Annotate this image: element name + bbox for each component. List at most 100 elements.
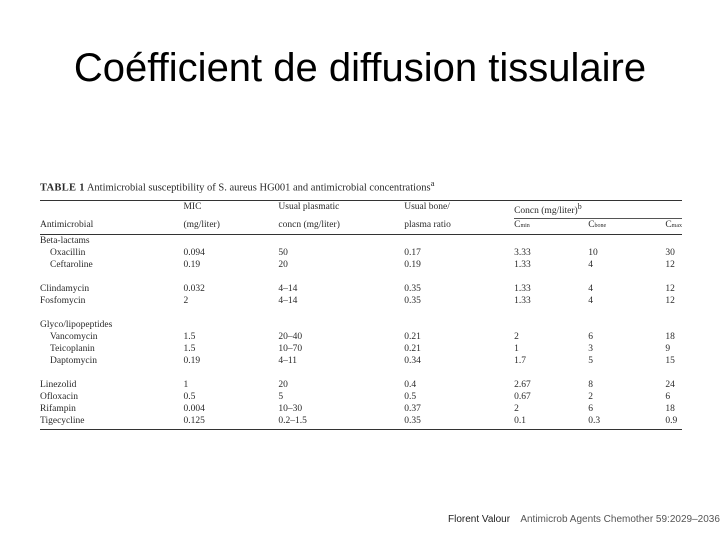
table-cell: 20 — [278, 379, 288, 390]
table-row: Daptomycin 0.19 4–11 0.34 1.7 5 15 — [40, 355, 682, 367]
table-cell: 0.21 — [404, 343, 421, 354]
table-cell: 30 — [665, 247, 675, 258]
header-cell-bone-ratio: Usual bone/ — [404, 201, 450, 212]
table-cell: 6 — [588, 403, 593, 414]
header-cell-cmax: Cmax — [665, 218, 682, 235]
table-cell: 10–70 — [278, 343, 303, 354]
group-label-row: Beta-lactams — [40, 234, 682, 247]
header-conc-group: Concn (mg/liter)b — [514, 201, 682, 219]
drug-name-cell: Fosfomycin — [40, 295, 86, 306]
table-row: Fosfomycin 2 4–14 0.35 1.33 4 12 — [40, 295, 682, 307]
table-cell: 2.67 — [514, 379, 531, 390]
table-cell: 0.1 — [514, 414, 589, 430]
group-spacer — [40, 271, 682, 283]
table-cell: 4 — [588, 259, 593, 270]
table-cell: 4 — [588, 295, 593, 306]
table-cell: 24 — [665, 379, 675, 390]
table-cell: 0.004 — [183, 403, 205, 414]
table-cell: 0.2–1.5 — [278, 414, 405, 430]
table-cell: 10–30 — [278, 403, 303, 414]
table-caption-sup: a — [430, 178, 435, 188]
table-cell: 4–14 — [278, 295, 298, 306]
table-cell: 0.35 — [404, 414, 515, 430]
table-cell: 0.37 — [404, 403, 421, 414]
header-row-2: Antimicrobial (mg/liter) concn (mg/liter… — [40, 218, 682, 235]
table-caption-label: TABLE 1 — [40, 182, 85, 194]
header-cell-mic-unit: (mg/liter) — [183, 218, 279, 235]
drug-name-cell: Daptomycin — [50, 355, 97, 366]
antimicrobial-table-figure: TABLE 1 Antimicrobial susceptibility of … — [40, 176, 682, 430]
table-cell: 0.9 — [665, 414, 682, 430]
table-caption-text: Antimicrobial susceptibility of S. aureu… — [86, 182, 431, 194]
drug-name-cell: Rifampin — [40, 403, 76, 414]
table-body: Beta-lactams Oxacillin 0.094 50 0.17 3.33 10 30… — [40, 234, 682, 430]
drug-name-cell: Vancomycin — [50, 331, 98, 342]
conc-group-label: Concn (mg/liter) — [514, 205, 578, 216]
table-row: Rifampin 0.004 10–30 0.37 2 6 18 — [40, 403, 682, 415]
table-cell: 0.19 — [183, 259, 201, 270]
table-cell: 5 — [588, 355, 593, 366]
table-cell: 1.7 — [514, 355, 526, 366]
header-cell — [40, 201, 183, 219]
table-cell: 3 — [588, 343, 593, 354]
table-caption: TABLE 1 Antimicrobial susceptibility of … — [40, 176, 682, 196]
table-cell: 18 — [665, 403, 675, 414]
table-row: Linezolid 1 20 0.4 2.67 8 24 — [40, 379, 682, 391]
drug-name-cell: Tigecycline — [40, 414, 184, 430]
header-cell-plasmatic-unit: concn (mg/liter) — [278, 218, 405, 235]
table-cell: 1 — [514, 343, 519, 354]
table-cell: 4 — [588, 283, 593, 294]
table-cell: 0.19 — [404, 259, 421, 270]
table-cell: 6 — [665, 391, 671, 402]
header-cell-plasmatic: Usual plasmatic — [278, 201, 340, 212]
table-row: Clindamycin 0.032 4–14 0.35 1.33 4 12 — [40, 283, 682, 295]
table-cell: 0.21 — [404, 331, 421, 342]
table-cell: 0.35 — [404, 295, 421, 306]
drug-name-cell: Clindamycin — [40, 283, 90, 294]
table-cell: 0.125 — [183, 414, 279, 430]
table-row: Oxacillin 0.094 50 0.17 3.33 10 30 — [40, 247, 682, 259]
table-cell: 0.5 — [183, 391, 196, 402]
table-cell: 9 — [665, 343, 671, 354]
slide-title: Coéfficient de diffusion tissulaire — [73, 46, 647, 90]
drug-name-cell: Ceftaroline — [50, 259, 93, 270]
table-cell: 1.5 — [183, 343, 196, 354]
table-cell: 2 — [183, 295, 189, 306]
table-row: Tigecycline 0.125 0.2–1.5 0.35 0.1 0.3 0.9 — [40, 414, 682, 430]
table-cell: 0.34 — [404, 355, 421, 366]
table-top-rule — [40, 199, 682, 201]
table-cell: 0.35 — [404, 283, 421, 294]
table-cell: 4–11 — [278, 355, 298, 366]
group-spacer — [40, 307, 682, 319]
table-row: Vancomycin 1.5 20–40 0.21 2 6 18 — [40, 331, 682, 343]
header-cell-antimicrobial: Antimicrobial — [40, 218, 184, 235]
table-cell: 0.032 — [183, 283, 205, 294]
header-row-1: MIC Usual plasmatic Usual bone/ Concn (m… — [40, 201, 682, 219]
table-cell: 20 — [278, 259, 288, 270]
table-cell: 12 — [665, 295, 675, 306]
table-cell: 2 — [588, 391, 593, 402]
table-cell: 18 — [665, 331, 675, 342]
table-cell: 20–40 — [278, 331, 303, 342]
table-cell: 0.17 — [404, 247, 421, 258]
table-row: Teicoplanin 1.5 10–70 0.21 1 3 9 — [40, 343, 682, 355]
table-row: Ceftaroline 0.19 20 0.19 1.33 4 12 — [40, 259, 682, 271]
table-cell: 0.4 — [404, 379, 417, 390]
table-cell: 1.5 — [183, 331, 196, 342]
table-cell: 0.3 — [588, 414, 666, 430]
table-cell: 6 — [588, 331, 593, 342]
table-cell: 1.33 — [514, 295, 531, 306]
drug-name-cell: Oxacillin — [50, 247, 86, 258]
conc-group-sup: b — [577, 201, 582, 211]
table-cell: 4–14 — [278, 283, 298, 294]
drug-name-cell: Ofloxacin — [40, 391, 78, 402]
citation: Florent Valour Antimicrob Agents Chemoth… — [448, 513, 720, 527]
group-spacer — [40, 367, 682, 379]
group-label-row: Glyco/lipopeptides — [40, 319, 682, 331]
table-cell: 2 — [514, 403, 519, 414]
drug-name-cell: Teicoplanin — [50, 343, 95, 354]
table-cell: 8 — [588, 379, 593, 390]
table-cell: 1.33 — [514, 283, 531, 294]
table-cell: 0.094 — [183, 247, 205, 258]
table-cell: 0.5 — [404, 391, 417, 402]
